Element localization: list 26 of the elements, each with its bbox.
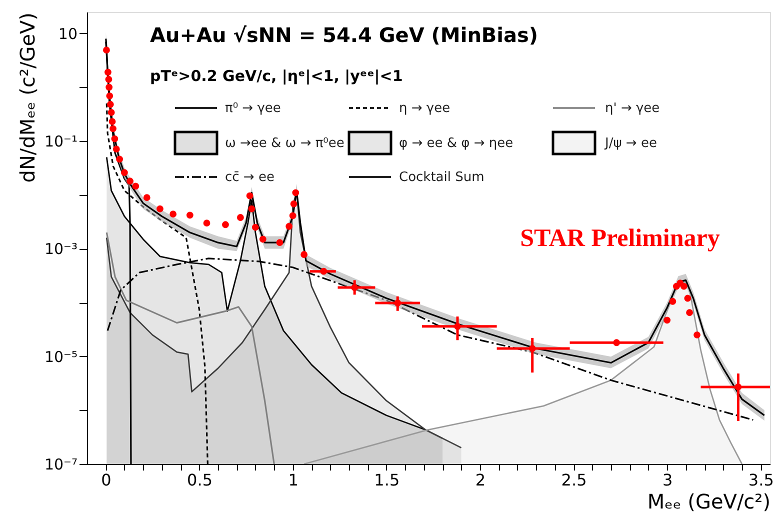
annotation: Au+Au √sNN = 54.4 GeV (MinBias): [150, 23, 538, 47]
legend-label: η' → γee: [605, 101, 660, 116]
x-axis-title: Mₑₑ (GeV/c²): [647, 490, 770, 514]
legend-label: π⁰ → γee: [225, 101, 281, 116]
x-tick-label: 3: [662, 470, 673, 490]
x-tick-label: 0: [101, 470, 112, 490]
y-tick-label: 10⁻⁷: [44, 456, 78, 474]
x-tick-label: 2.5: [561, 470, 587, 490]
x-tick-label: 2: [475, 470, 486, 490]
y-axis-title: dN/dMₑₑ (c²/GeV): [15, 12, 40, 183]
legend-label: J/ψ → ee: [604, 136, 657, 151]
legend-label: ω →ee & ω → π⁰ee: [225, 136, 344, 151]
y-tick-label: 10⁻⁵: [44, 348, 78, 366]
legend-label: φ → ee & φ → ηee: [399, 136, 514, 151]
x-tick-label: 1: [288, 470, 298, 490]
legend-label: Cocktail Sum: [399, 170, 484, 185]
y-tick-label: 10⁻¹: [44, 132, 78, 151]
legend-label: η → γee: [399, 101, 450, 116]
legend-label: cc̄ → ee: [225, 170, 274, 185]
x-tick-label: 3.5: [748, 470, 774, 490]
annotation: STAR Preliminary: [520, 225, 720, 252]
annotation: pTᵉ>0.2 GeV/c, |ηᵉ|<1, |yᵉᵉ|<1: [150, 67, 403, 85]
x-tick-label: 1.5: [374, 470, 400, 490]
x-tick-label: 0.5: [187, 470, 212, 490]
y-tick-label: 10⁻³: [44, 240, 78, 258]
y-tick-label: 10: [58, 24, 78, 43]
